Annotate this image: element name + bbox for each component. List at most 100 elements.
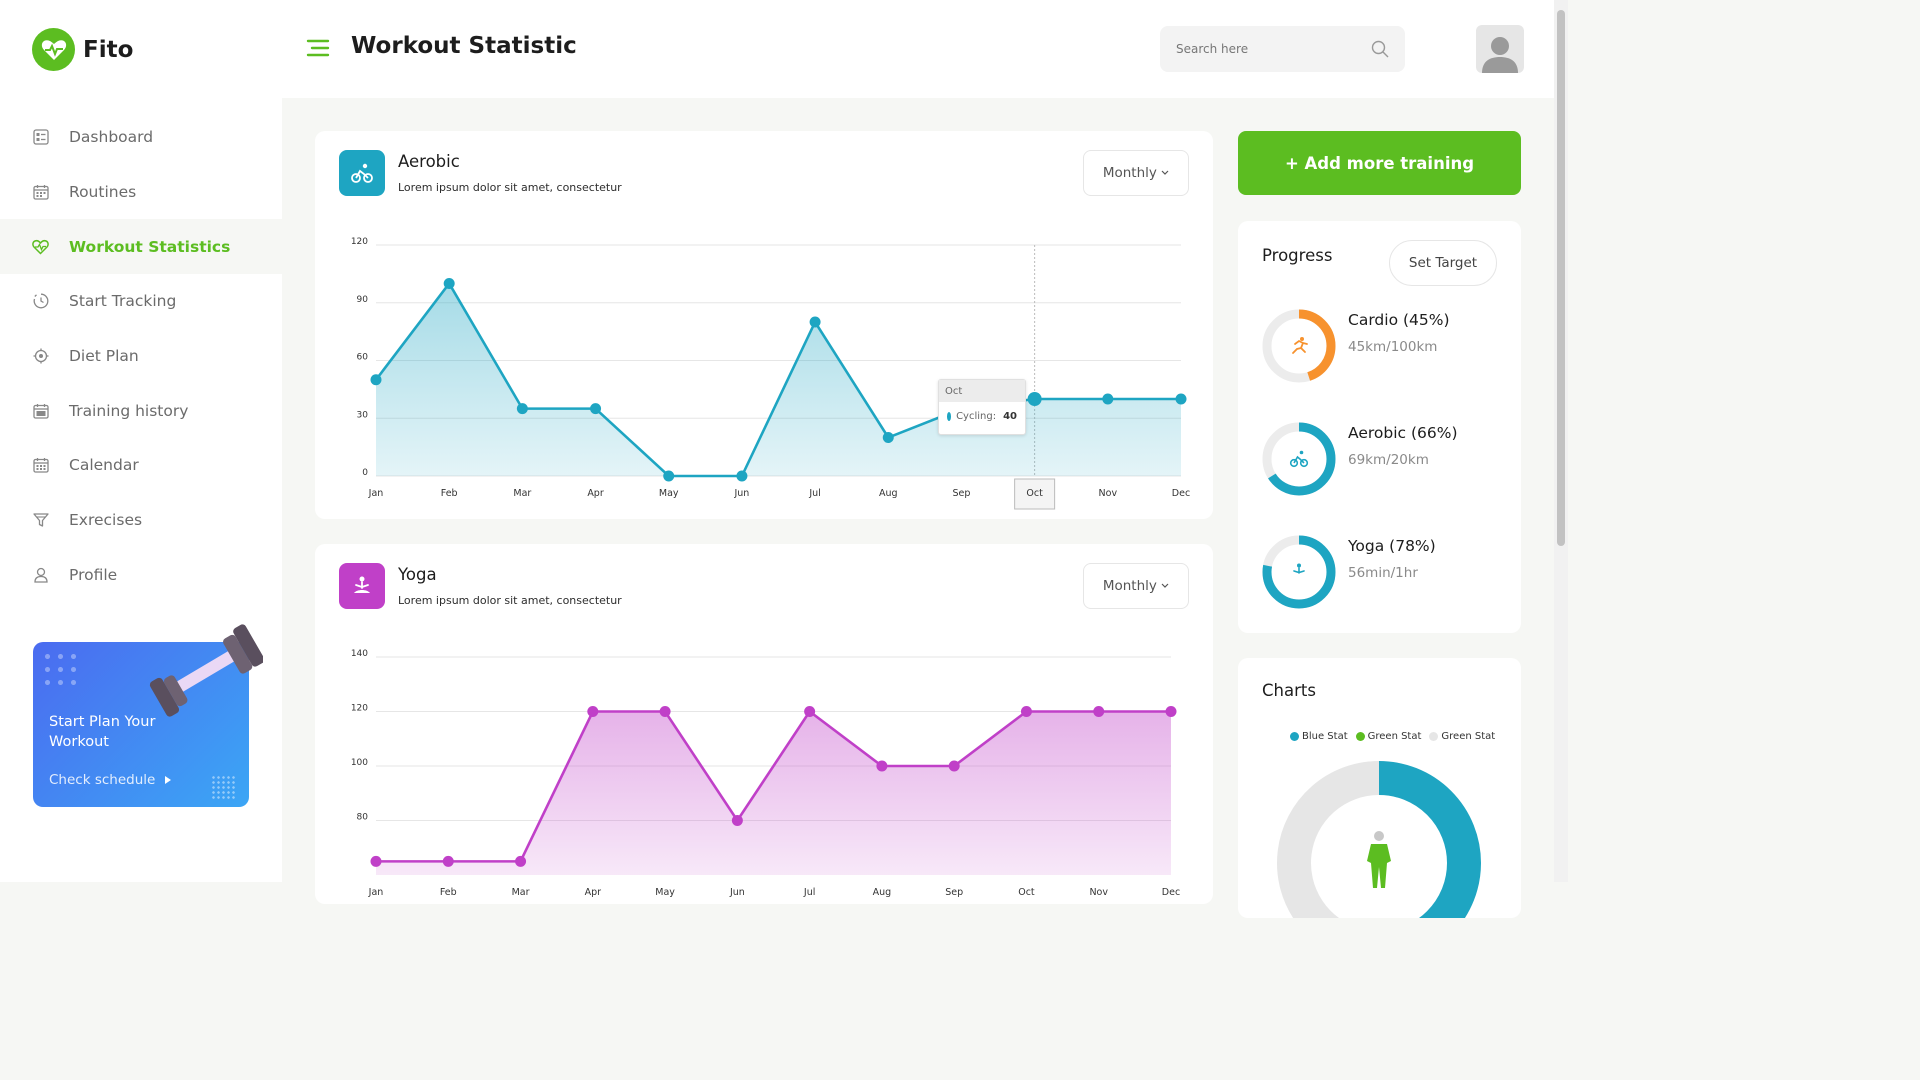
data-point[interactable] — [804, 706, 815, 717]
data-point[interactable] — [1176, 394, 1187, 405]
promo-title: Start Plan Your Workout — [49, 712, 189, 752]
x-tick-label: Mar — [512, 887, 530, 898]
x-tick-label: Sep — [953, 488, 971, 499]
data-point[interactable] — [443, 856, 454, 867]
check-schedule-link[interactable]: Check schedule — [49, 772, 171, 788]
yoga-chart[interactable]: 80 100 120 140 Jan Feb Mar Apr May Jun Jul Aug Sep Oc… — [315, 544, 1213, 904]
y-tick-label: 100 — [351, 758, 368, 768]
logo[interactable]: Fito — [32, 28, 133, 71]
data-point[interactable] — [517, 403, 528, 414]
data-point[interactable] — [371, 374, 382, 385]
data-point[interactable] — [1028, 392, 1042, 406]
data-point[interactable] — [1166, 706, 1177, 717]
app-name: Fito — [83, 37, 133, 63]
sidebar-item-label: Training history — [69, 402, 188, 420]
series-dot — [947, 412, 951, 421]
add-training-button[interactable]: + Add more training — [1238, 131, 1521, 195]
sidebar-item-label: Routines — [69, 183, 136, 201]
data-point[interactable] — [590, 403, 601, 414]
progress-item[interactable]: Aerobic (66%) 69km/20km — [1262, 422, 1502, 502]
progress-value: 69km/20km — [1348, 452, 1429, 468]
sidebar-item-label: Diet Plan — [69, 347, 139, 365]
x-tick-label: Jan — [368, 887, 384, 898]
avatar[interactable] — [1476, 25, 1524, 73]
sidebar-item-routines[interactable]: Routines — [0, 165, 282, 220]
x-tick-label: Aug — [873, 887, 892, 898]
data-point[interactable] — [1021, 706, 1032, 717]
y-tick-label: 30 — [357, 410, 369, 420]
sidebar-item-label: Exrecises — [69, 511, 142, 529]
data-point[interactable] — [515, 856, 526, 867]
hamburger-menu-icon[interactable] — [306, 38, 330, 58]
data-point[interactable] — [444, 278, 455, 289]
progress-name: Yoga (78%) — [1348, 537, 1436, 555]
sidebar: Fito Dashboard Routines Workout Statisti… — [0, 0, 282, 882]
sidebar-item-dashboard[interactable]: Dashboard — [0, 110, 282, 165]
x-tick-label: Apr — [587, 488, 604, 499]
donut-slice[interactable] — [1379, 778, 1464, 918]
y-tick-label: 140 — [351, 649, 368, 659]
data-point[interactable] — [883, 432, 894, 443]
data-point[interactable] — [732, 815, 743, 826]
promo-card[interactable]: Start Plan Your Workout Check schedule — [33, 642, 249, 807]
x-tick-label: Oct — [1026, 488, 1043, 499]
x-tick-label: Feb — [440, 887, 457, 898]
progress-value: 56min/1hr — [1348, 565, 1418, 581]
sidebar-item-exrecises[interactable]: Exrecises — [0, 493, 282, 548]
data-point[interactable] — [1102, 394, 1113, 405]
user-icon — [32, 566, 49, 583]
calendar-icon — [32, 457, 49, 474]
sidebar-item-profile[interactable]: Profile — [0, 548, 282, 603]
yoga-icon — [1292, 564, 1304, 579]
x-tick-label: Sep — [945, 887, 963, 898]
data-point[interactable] — [660, 706, 671, 717]
data-point[interactable] — [371, 856, 382, 867]
search-icon[interactable] — [1371, 40, 1389, 58]
scrollbar-thumb[interactable] — [1557, 10, 1565, 546]
y-tick-label: 60 — [357, 353, 369, 363]
x-tick-label: Feb — [441, 488, 458, 499]
scrollbar[interactable] — [1554, 0, 1568, 882]
sidebar-item-calendar[interactable]: Calendar — [0, 438, 282, 493]
data-point[interactable] — [736, 471, 747, 482]
running-icon — [1293, 337, 1307, 353]
set-target-button[interactable]: Set Target — [1389, 240, 1497, 286]
sidebar-item-workout-statistics[interactable]: Workout Statistics — [0, 219, 282, 274]
donut-chart[interactable] — [1238, 658, 1521, 918]
dashboard-icon — [32, 129, 49, 146]
sidebar-item-diet-plan[interactable]: Diet Plan — [0, 329, 282, 384]
x-tick-label: Jun — [729, 887, 745, 898]
x-tick-label: Dec — [1172, 488, 1190, 499]
data-point[interactable] — [876, 761, 887, 772]
yoga-card: Yoga Lorem ipsum dolor sit amet, consect… — [315, 544, 1213, 904]
data-point[interactable] — [949, 761, 960, 772]
donut-slice[interactable] — [1294, 778, 1379, 918]
caret-right-icon — [165, 776, 171, 784]
data-point[interactable] — [663, 471, 674, 482]
data-point[interactable] — [810, 317, 821, 328]
aerobic-chart[interactable]: 0 30 60 90 120 Jan Feb Mar Apr May Jun Jul Aug Sep Oct… — [315, 131, 1213, 519]
y-tick-label: 120 — [351, 704, 368, 714]
heart-icon — [32, 238, 49, 255]
progress-item[interactable]: Cardio (45%) 45km/100km — [1262, 309, 1502, 389]
progress-title: Progress — [1262, 246, 1332, 265]
sidebar-nav: Dashboard Routines Workout Statistics St… — [0, 110, 282, 602]
search-input[interactable] — [1176, 42, 1371, 56]
dots-decoration — [211, 775, 235, 799]
data-point[interactable] — [587, 706, 598, 717]
cycling-icon — [1291, 451, 1308, 467]
x-tick-label: Jul — [803, 887, 815, 898]
y-tick-label: 90 — [357, 295, 369, 305]
sidebar-item-start-tracking[interactable]: Start Tracking — [0, 274, 282, 329]
sidebar-item-training-history[interactable]: Training history — [0, 383, 282, 438]
dots-decoration — [41, 650, 81, 690]
progress-item[interactable]: Yoga (78%) 56min/1hr — [1262, 535, 1502, 615]
x-tick-label: Aug — [879, 488, 898, 499]
data-point[interactable] — [1093, 706, 1104, 717]
x-tick-label: Jan — [368, 488, 384, 499]
timer-icon — [32, 293, 49, 310]
progress-name: Aerobic (66%) — [1348, 424, 1458, 442]
chart-tooltip: Oct Cycling: 40 — [938, 379, 1026, 435]
x-tick-label: Nov — [1089, 887, 1108, 898]
x-tick-label: Oct — [1018, 887, 1035, 898]
